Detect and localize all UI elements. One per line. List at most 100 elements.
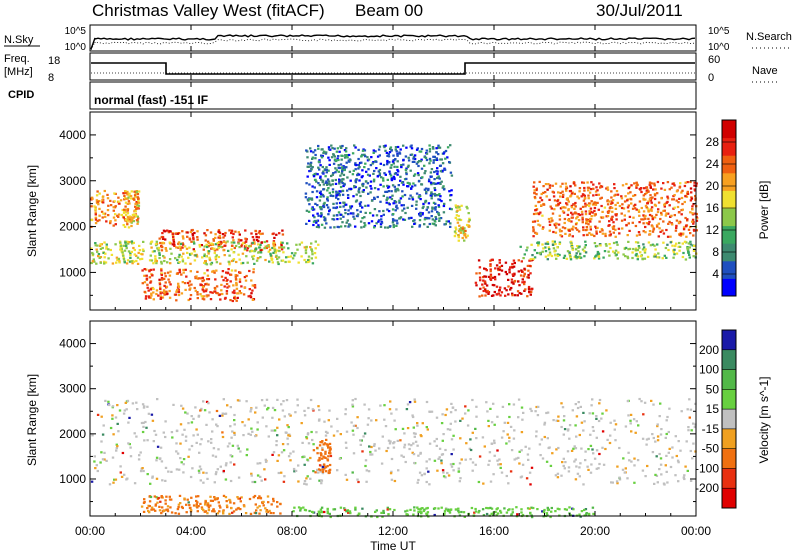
power-cell bbox=[656, 225, 659, 228]
power-cell bbox=[185, 247, 189, 250]
power-cell bbox=[207, 250, 211, 253]
power-cell bbox=[180, 255, 183, 258]
x-tick-label: 00:00 bbox=[75, 524, 105, 538]
velocity-cell bbox=[425, 513, 429, 516]
power-cell bbox=[433, 155, 436, 158]
power-cell bbox=[474, 281, 478, 284]
power-cell bbox=[392, 159, 395, 162]
power-cell bbox=[196, 236, 199, 239]
power-cell bbox=[346, 176, 349, 179]
power-cell bbox=[570, 204, 573, 207]
velocity-cell bbox=[421, 507, 424, 510]
power-cell bbox=[328, 159, 331, 162]
velocity-cell bbox=[679, 449, 682, 452]
power-cell bbox=[528, 290, 531, 293]
power-cell bbox=[313, 149, 317, 152]
power-cell bbox=[150, 246, 153, 249]
velocity-cell bbox=[546, 509, 550, 512]
power-cell bbox=[126, 202, 129, 205]
power-cell bbox=[568, 234, 571, 237]
power-cell bbox=[393, 177, 396, 181]
power-cell bbox=[431, 146, 435, 149]
power-cell bbox=[642, 243, 645, 246]
power-cell bbox=[169, 262, 172, 265]
power-cell bbox=[390, 164, 393, 167]
power-cell bbox=[331, 179, 334, 182]
power-cell bbox=[244, 279, 248, 282]
velocity-cell bbox=[568, 506, 571, 509]
power-cell bbox=[349, 159, 352, 162]
power-cell bbox=[569, 256, 572, 259]
power-cell bbox=[164, 275, 167, 278]
power-cell bbox=[552, 247, 556, 250]
power-cell bbox=[358, 173, 361, 176]
power-cell bbox=[109, 248, 112, 252]
power-cell bbox=[645, 222, 649, 225]
power-cell bbox=[628, 215, 632, 218]
power-cell bbox=[388, 161, 391, 164]
power-cell bbox=[484, 275, 488, 278]
velocity-cell bbox=[219, 506, 222, 509]
power-cell bbox=[554, 182, 558, 185]
freq-label-line2: [MHz] bbox=[4, 66, 33, 78]
velocity-cell bbox=[338, 457, 342, 460]
velocity-cell bbox=[328, 442, 332, 445]
power-cell bbox=[386, 208, 389, 211]
power-cell bbox=[678, 245, 682, 248]
velocity-cell bbox=[632, 418, 636, 421]
power-cell bbox=[634, 224, 638, 228]
velocity-cell bbox=[441, 469, 445, 472]
power-cell bbox=[123, 261, 126, 264]
power-cell bbox=[576, 245, 579, 248]
velocity-cell bbox=[238, 399, 241, 402]
power-cell bbox=[536, 219, 539, 222]
power-cell bbox=[532, 257, 535, 261]
power-cell bbox=[385, 201, 388, 204]
power-cell bbox=[123, 249, 127, 252]
power-cell bbox=[606, 188, 610, 191]
power-cell bbox=[589, 228, 592, 231]
power-cell bbox=[347, 225, 350, 228]
power-cell bbox=[665, 228, 668, 232]
power-cell bbox=[309, 169, 312, 172]
velocity-cell bbox=[198, 471, 201, 474]
velocity-cell bbox=[387, 513, 390, 516]
velocity-cell bbox=[428, 442, 432, 445]
power-cell bbox=[407, 185, 410, 188]
velocity-cell bbox=[505, 474, 508, 478]
velocity-cell bbox=[252, 496, 255, 499]
velocity-cell bbox=[526, 453, 530, 456]
velocity-cell bbox=[344, 408, 347, 411]
velocity-cell bbox=[688, 398, 691, 401]
velocity-cell bbox=[120, 475, 124, 478]
power-cell bbox=[483, 267, 486, 270]
power-cell bbox=[595, 254, 598, 257]
power-cell bbox=[500, 269, 504, 272]
power-cell bbox=[375, 167, 378, 170]
velocity-cell bbox=[283, 415, 286, 418]
power-cell bbox=[353, 217, 356, 220]
velocity-cell bbox=[414, 440, 418, 443]
power-cell bbox=[517, 259, 520, 262]
power-cell bbox=[137, 201, 141, 204]
power-cell bbox=[696, 217, 699, 220]
power-cell bbox=[458, 208, 462, 211]
velocity-cell bbox=[259, 475, 262, 478]
power-cell bbox=[124, 191, 127, 195]
power-cell bbox=[168, 258, 172, 261]
power-cell bbox=[184, 262, 187, 265]
freq-tick-top: 18 bbox=[48, 55, 60, 67]
power-cell bbox=[557, 191, 560, 194]
velocity-cell bbox=[684, 465, 687, 468]
power-cell bbox=[332, 218, 336, 221]
power-cell bbox=[564, 187, 568, 190]
power-cell bbox=[394, 172, 398, 175]
velocity-cell bbox=[521, 463, 525, 466]
power-cell bbox=[127, 250, 131, 253]
power-cell bbox=[612, 221, 615, 224]
velocity-cell bbox=[183, 497, 186, 500]
power-cell bbox=[367, 168, 370, 171]
velocity-cell bbox=[598, 462, 601, 466]
power-cell bbox=[394, 148, 397, 151]
power-cell bbox=[582, 228, 585, 232]
